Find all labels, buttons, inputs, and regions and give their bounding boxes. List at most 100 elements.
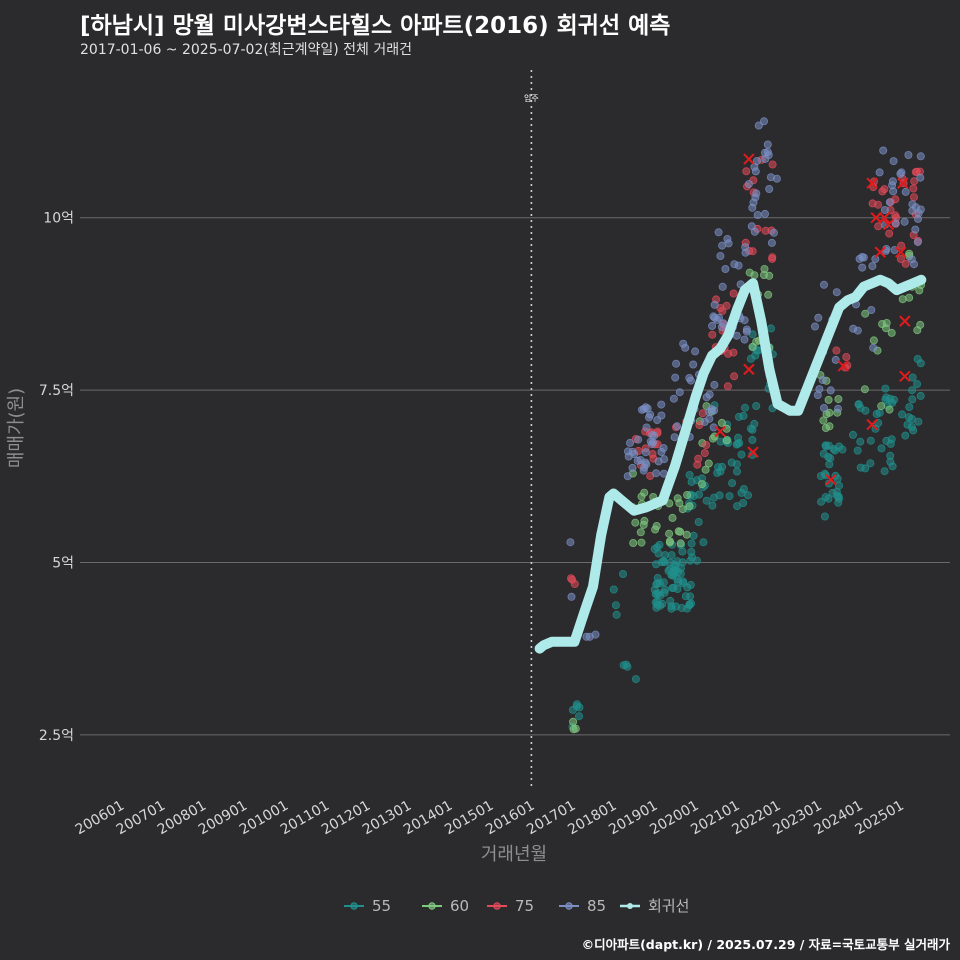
point-85 bbox=[657, 400, 666, 409]
point-60 bbox=[640, 488, 649, 497]
point-85 bbox=[753, 210, 762, 219]
point-85 bbox=[765, 184, 774, 193]
point-85 bbox=[748, 203, 757, 212]
point-55 bbox=[890, 395, 899, 404]
point-55 bbox=[699, 538, 708, 547]
point-85 bbox=[652, 469, 661, 478]
point-60 bbox=[748, 342, 757, 351]
point-60 bbox=[665, 529, 674, 538]
point-55 bbox=[752, 401, 761, 410]
point-55 bbox=[733, 439, 742, 448]
highlight-mark bbox=[895, 246, 907, 258]
point-85 bbox=[689, 360, 698, 369]
point-60 bbox=[637, 538, 646, 547]
point-55 bbox=[767, 324, 776, 333]
point-55 bbox=[817, 497, 826, 506]
point-85 bbox=[916, 152, 925, 161]
point-75 bbox=[648, 449, 657, 458]
regression-line bbox=[534, 274, 927, 654]
point-85 bbox=[879, 146, 888, 155]
legend-item-60: 60 bbox=[422, 897, 469, 915]
grid-layer bbox=[80, 217, 950, 736]
point-85 bbox=[691, 347, 700, 356]
point-85 bbox=[814, 313, 823, 322]
point-60 bbox=[916, 320, 925, 329]
point-85 bbox=[763, 140, 772, 149]
point-85 bbox=[670, 433, 679, 442]
point-60 bbox=[825, 422, 834, 431]
point-55 bbox=[631, 675, 640, 684]
point-55 bbox=[689, 531, 698, 540]
point-60 bbox=[651, 525, 660, 534]
point-85 bbox=[657, 447, 666, 456]
point-85 bbox=[914, 214, 923, 223]
point-55 bbox=[671, 561, 680, 570]
point-85 bbox=[705, 390, 714, 399]
point-85 bbox=[913, 238, 922, 247]
legend-label: 60 bbox=[450, 897, 469, 915]
point-85 bbox=[628, 463, 637, 472]
highlight-stroke bbox=[895, 246, 907, 258]
point-85 bbox=[713, 315, 722, 324]
point-55 bbox=[856, 437, 865, 446]
legend: 55 60 75 85 회귀선 bbox=[344, 897, 689, 915]
point-55 bbox=[866, 459, 875, 468]
point-85 bbox=[911, 203, 920, 212]
point-55 bbox=[819, 449, 828, 458]
point-75 bbox=[730, 372, 739, 381]
point-85 bbox=[818, 375, 827, 384]
legend-swatch-dot bbox=[627, 903, 633, 909]
point-85 bbox=[626, 438, 635, 447]
point-60 bbox=[665, 538, 674, 547]
point-55 bbox=[881, 384, 890, 393]
point-85 bbox=[742, 325, 751, 334]
point-85 bbox=[732, 331, 741, 340]
point-75 bbox=[896, 254, 905, 263]
point-55 bbox=[716, 467, 725, 476]
point-85 bbox=[871, 255, 880, 264]
highlight-mark bbox=[882, 218, 895, 231]
point-55 bbox=[739, 411, 748, 420]
move-in-annotation: 입주 bbox=[524, 70, 539, 790]
point-55 bbox=[746, 354, 755, 363]
point-55 bbox=[612, 610, 621, 619]
point-60 bbox=[678, 505, 687, 514]
legend-swatch-dot bbox=[565, 902, 573, 910]
point-85 bbox=[636, 455, 645, 464]
point-60 bbox=[722, 436, 731, 445]
point-55 bbox=[733, 467, 742, 476]
highlight-stroke bbox=[874, 246, 886, 258]
chart-subtitle: 2017-01-06 ~ 2025-07-02(최근계약일) 전체 거래건 bbox=[80, 42, 412, 58]
point-85 bbox=[708, 321, 717, 330]
x-tick-labels: 2006012007012008012009012010012011012012… bbox=[73, 798, 907, 839]
move-in-label: 입주 bbox=[524, 94, 539, 103]
point-60 bbox=[834, 395, 843, 404]
point-55 bbox=[908, 395, 917, 404]
highlight-stroke bbox=[866, 418, 878, 431]
point-75 bbox=[568, 575, 577, 584]
point-55 bbox=[686, 592, 695, 601]
point-55 bbox=[748, 435, 757, 444]
point-75 bbox=[742, 167, 751, 176]
source-credit: ©디아파트(dapt.kr) / 2025.07.29 / 자료=국토교통부 실… bbox=[581, 937, 950, 952]
highlight-stroke bbox=[743, 363, 755, 376]
point-75 bbox=[694, 454, 703, 463]
legend-label: 회귀선 bbox=[648, 897, 689, 915]
point-55 bbox=[661, 585, 670, 594]
point-85 bbox=[904, 150, 913, 159]
point-55 bbox=[903, 420, 912, 429]
point-55 bbox=[609, 585, 618, 594]
point-85 bbox=[849, 324, 858, 333]
point-60 bbox=[636, 528, 645, 537]
point-55 bbox=[825, 479, 834, 488]
point-85 bbox=[686, 376, 695, 385]
point-75 bbox=[874, 200, 883, 209]
point-55 bbox=[702, 496, 711, 505]
chart-title: [하남시] 망월 미사강변스타힐스 아파트(2016) 회귀선 예측 bbox=[80, 13, 671, 39]
point-55 bbox=[832, 487, 841, 496]
highlight-stroke bbox=[899, 315, 911, 327]
y-tick-label: 10억 bbox=[43, 211, 74, 227]
point-85 bbox=[716, 251, 725, 260]
point-60 bbox=[569, 717, 578, 726]
y-tick-label: 7.5억 bbox=[39, 383, 74, 399]
